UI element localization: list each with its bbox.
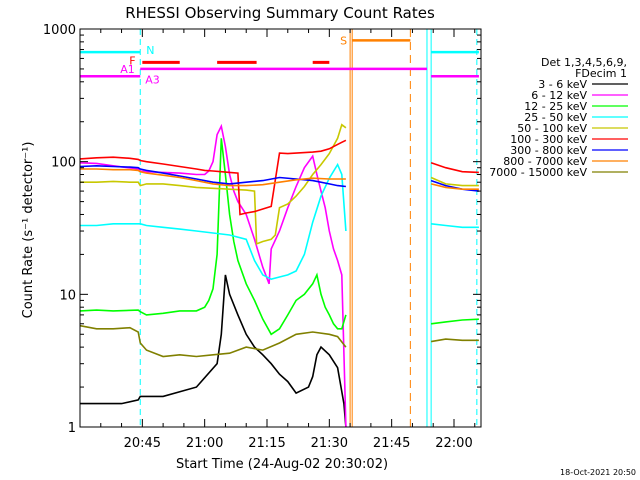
legend-entry-7000-15000-kev: 7000 - 15000 keV [489,166,587,179]
event-markers [139,29,478,427]
x-tick-label: 20:45 [124,436,161,451]
series-line-300-800-kev [79,164,346,188]
f-flag-label: F [129,54,135,67]
series-line-after-gap-800-7000-kev [430,183,479,190]
series-line-25-50-kev [80,162,347,281]
y-tick-label: 10 [59,288,76,303]
legend-header: FDecim 1 [575,67,627,80]
y-axis-label: Count Rate (s⁻¹ detector⁻¹) [21,142,36,319]
series-line-after-gap-25-50-kev [431,223,479,229]
chart-title: RHESSI Observing Summary Count Rates [125,4,435,22]
x-tick-label: 21:45 [373,436,410,451]
x-axis-label: Start Time (24-Aug-02 20:30:02) [176,457,388,472]
footer-timestamp: 18-Oct-2021 20:50 [560,468,636,477]
x-tick-label: 21:00 [186,436,223,451]
series-line-after-gap-12-25-kev [430,318,479,325]
y-tick-label: 1 [68,421,76,436]
a3-flag-label: A3 [145,73,160,86]
legend-entry-6-12-kev: 6 - 12 keV [531,89,587,102]
a1-flag-label: A1 [120,63,135,76]
series-line-12-25-kev [79,138,347,336]
legend-entry-50-100-kev: 50 - 100 keV [517,122,587,135]
y-tick-label: 1000 [43,23,76,38]
legend-entry-12-25-kev: 12 - 25 keV [524,100,587,113]
x-tick-label: 21:30 [311,436,348,451]
n-flag-label: N [146,44,154,57]
series-line-after-gap-7000-15000-kev [430,338,479,343]
series-line-after-gap-50-100-kev [430,176,479,187]
series-line-7000-15000-kev [79,324,347,358]
legend-entry-3-6-kev: 3 - 6 keV [538,78,587,91]
series-line-3-6-kev [80,274,347,428]
series-line-50-100-kev [80,123,347,246]
legend-header: Det 1,3,4,5,6,9, [541,56,627,69]
series-line-after-gap-100-300-kev [430,162,479,174]
legend-entry-300-800-kev: 300 - 800 keV [510,144,587,157]
axes: 1 10 100 1000 20:45 21:00 21:15 21:30 21:45 22:00 [43,23,481,451]
x-tick-label: 22:00 [435,436,472,451]
legend-entry-800-7000-kev: 800 - 7000 keV [503,155,587,168]
legend-entry-100-300-kev: 100 - 300 keV [510,133,587,146]
x-tick-label: 21:15 [248,436,285,451]
s-flag-label: S [340,34,347,47]
series-line-after-gap-300-800-kev [430,179,479,192]
series-line-100-300-kev [79,139,347,216]
plot-frame [79,28,482,428]
y-tick-label: 100 [51,156,76,171]
series-line-800-7000-kev [80,168,346,187]
legend-entry-25-50-kev: 25 - 50 keV [524,111,587,124]
series-layer [79,123,479,428]
